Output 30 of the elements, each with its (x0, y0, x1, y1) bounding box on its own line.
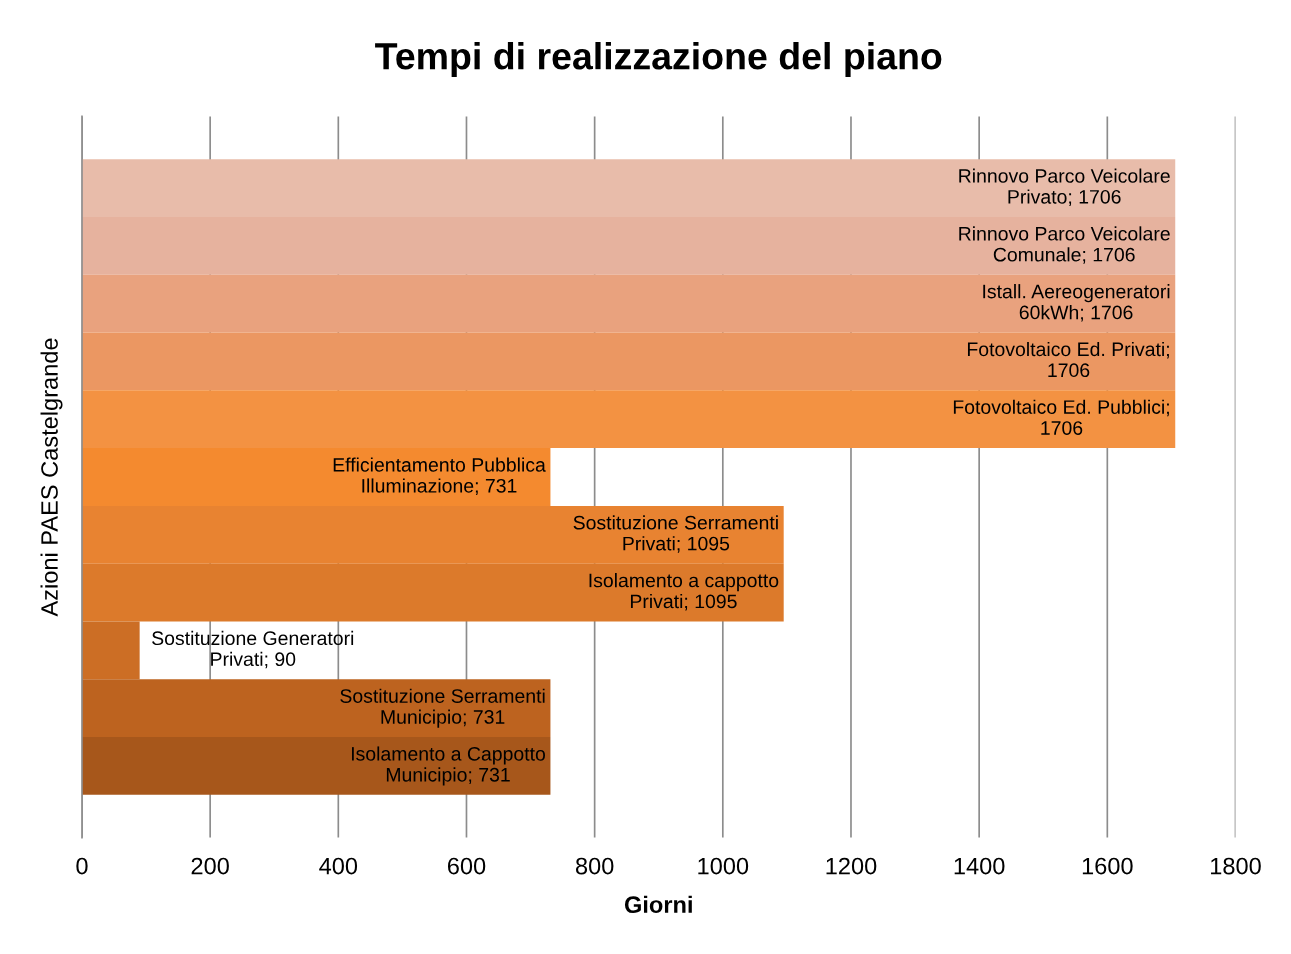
x-tick-label: 0 (76, 857, 88, 875)
data-label: Fotovoltaico Ed. Pubblici; 1706 (953, 399, 1169, 435)
x-tick-label: 800 (575, 857, 614, 875)
data-label: Sostituzione Serramenti Municipio; 731 (340, 688, 545, 728)
x-tick-label: 1400 (954, 857, 1005, 875)
x-axis-title: Giorni (624, 895, 692, 914)
x-tick-label: 1000 (698, 857, 749, 875)
x-tick-label: 1600 (1082, 857, 1133, 875)
data-label: Rinnovo Parco Veicolare Privato; 1706 (959, 168, 1170, 207)
data-label: Isolamento a Cappotto Municipio; 731 (351, 746, 546, 786)
x-tick-label: 1800 (1211, 857, 1261, 875)
data-label: Fotovoltaico Ed. Privati; 1706 (967, 341, 1169, 378)
data-label: Isolamento a cappotto Privati; 1095 (589, 573, 779, 611)
data-label: Rinnovo Parco Veicolare Comunale; 1706 (959, 226, 1170, 264)
bar (81, 737, 551, 795)
x-tick-label: 600 (447, 857, 486, 875)
bar (81, 332, 1176, 391)
bar (81, 274, 1176, 333)
chart-title: Tempi di realizzazione del piano (375, 41, 942, 77)
y-axis-title: Azioni PAES Castelgrande (40, 338, 63, 617)
x-tick-label: 400 (319, 857, 358, 875)
bar (81, 621, 140, 680)
x-tick-label: 1200 (826, 857, 877, 875)
bar (81, 679, 551, 738)
bar (81, 390, 1176, 449)
data-label: Sostituzione Generatori Privati; 90 (152, 630, 354, 669)
data-label: Efficientamento Pubblica Illuminazione; 731 (333, 457, 546, 495)
data-label: Istall. Aereogeneratori 60kWh; 1706 (983, 284, 1170, 322)
x-tick-label: 200 (191, 857, 229, 875)
data-label: Sostituzione Serramenti Privati; 1095 (573, 515, 778, 553)
